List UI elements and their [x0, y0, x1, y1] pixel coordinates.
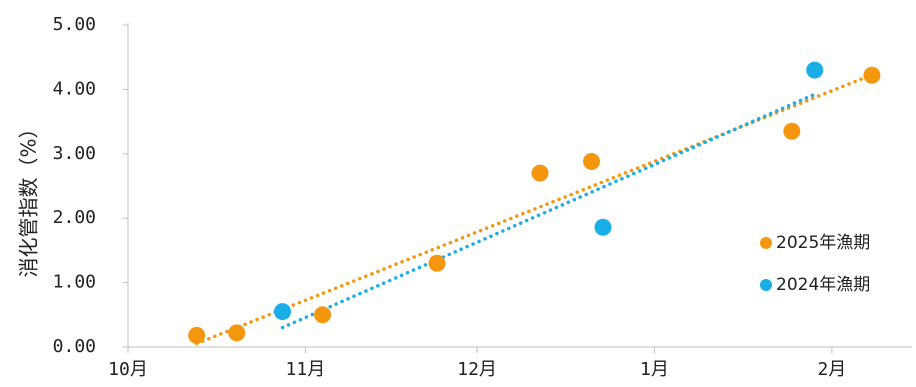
axes-layer: 0.00 1.00 2.00 3.00 4.00 5.00 10月 11月 12月 1月 2月 — [53, 14, 912, 380]
data-point-series-1 — [274, 303, 292, 321]
trendlines-layer — [194, 73, 874, 346]
data-point-series-0 — [228, 324, 246, 342]
y-tick-label: 0.00 — [53, 336, 96, 357]
data-point-series-0 — [531, 164, 549, 182]
x-tick-label: 10月 — [108, 359, 148, 380]
x-tick-label: 12月 — [457, 359, 497, 380]
x-tick-label: 11月 — [286, 359, 326, 380]
data-point-series-0 — [188, 326, 206, 344]
legend-marker — [760, 279, 772, 291]
data-point-series-1 — [594, 218, 612, 236]
x-tick-label: 2月 — [817, 359, 846, 380]
points-layer — [188, 61, 881, 344]
data-point-series-0 — [863, 66, 881, 84]
data-point-series-0 — [783, 122, 801, 140]
y-tick-label: 5.00 — [53, 14, 96, 35]
y-axis-title: 消化管指数（%） — [17, 118, 41, 277]
x-tick-label: 1月 — [640, 359, 669, 380]
legend-label: 2024年漁期 — [776, 275, 870, 295]
trendline-series-1 — [280, 92, 817, 330]
data-point-series-0 — [428, 254, 446, 272]
y-tick-label: 4.00 — [53, 78, 96, 99]
legend-marker — [760, 237, 772, 249]
data-point-series-0 — [583, 153, 601, 171]
data-point-series-0 — [314, 306, 332, 324]
data-point-series-1 — [806, 61, 824, 79]
y-tick-label: 3.00 — [53, 143, 96, 164]
y-tick-label: 2.00 — [53, 207, 96, 228]
y-tick-label: 1.00 — [53, 272, 96, 293]
legend: 2025年漁期 2024年漁期 — [760, 233, 870, 295]
legend-label: 2025年漁期 — [776, 233, 870, 253]
